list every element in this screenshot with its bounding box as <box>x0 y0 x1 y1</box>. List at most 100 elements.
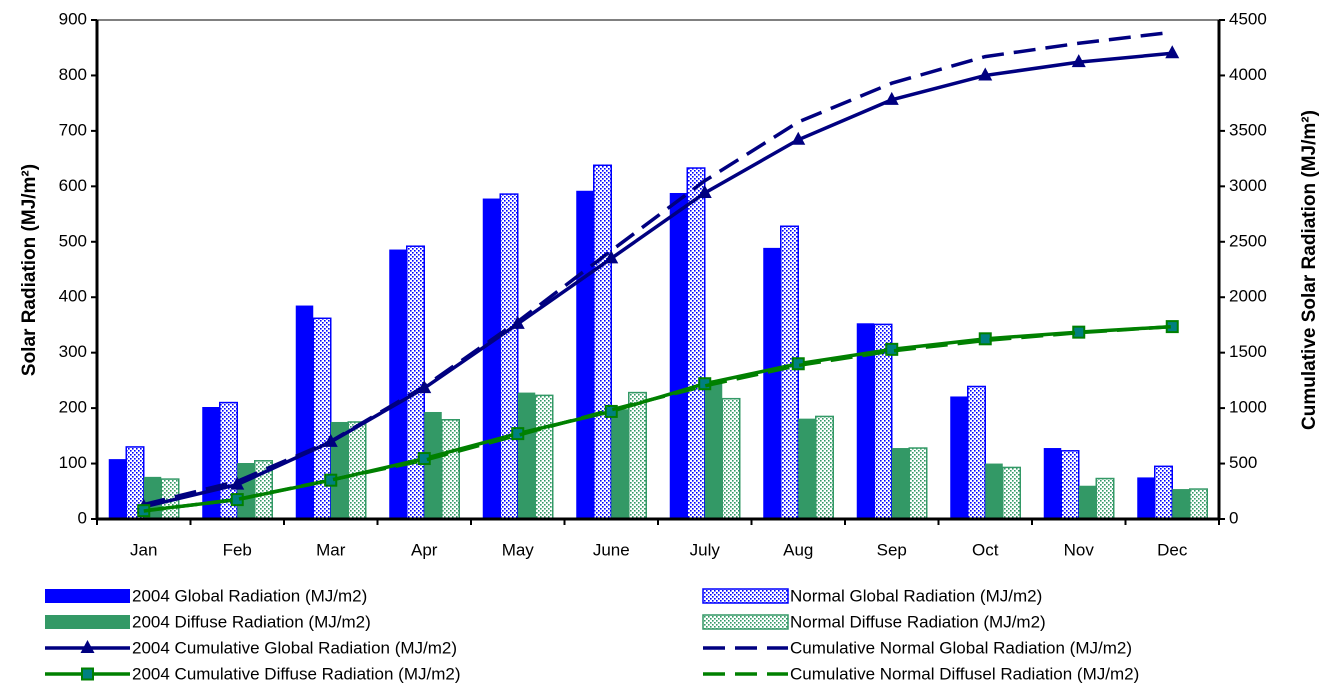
bar <box>1189 488 1208 520</box>
x-tick-label: Dec <box>1157 540 1188 559</box>
y2-tick-label: 2500 <box>1229 231 1267 250</box>
x-tick-label: June <box>593 540 630 559</box>
bar <box>424 411 442 519</box>
marker <box>978 67 993 81</box>
bar <box>312 317 332 520</box>
bar <box>406 245 425 520</box>
y2-tick-label: 1500 <box>1229 342 1267 361</box>
y-tick-label: 600 <box>59 176 87 195</box>
marker <box>604 404 618 418</box>
bar <box>237 463 255 519</box>
bar <box>1095 477 1115 520</box>
legend-label: Normal Diffuse Radiation (MJ/m2) <box>790 612 1046 631</box>
y-axis-title: Solar Radiation (MJ/m²) <box>19 164 40 376</box>
bar <box>347 421 367 520</box>
legend-swatch <box>702 588 789 604</box>
x-tick-label: Nov <box>1064 540 1095 559</box>
bar <box>517 392 536 519</box>
bar <box>780 225 799 520</box>
marker <box>791 131 806 145</box>
bar <box>1154 465 1173 520</box>
bar <box>908 447 928 520</box>
bar <box>611 409 629 519</box>
bar <box>389 249 407 520</box>
bar <box>856 323 875 519</box>
x-tick-label: Feb <box>223 540 252 559</box>
marker <box>697 184 712 198</box>
y-tick-label: 200 <box>59 398 87 417</box>
y-tick-label: 0 <box>78 508 87 527</box>
bar <box>704 380 723 519</box>
bar <box>967 385 986 520</box>
marker <box>1165 45 1180 59</box>
bar <box>534 394 554 520</box>
bar <box>499 193 519 520</box>
line <box>143 30 1173 507</box>
x-tick-label: Mar <box>316 540 346 559</box>
y2-tick-label: 4000 <box>1229 65 1267 84</box>
legend-label: Cumulative Normal Diffusel Radiation (MJ… <box>790 664 1139 683</box>
bar <box>482 198 501 519</box>
x-tick-label: Oct <box>972 540 999 559</box>
marker <box>978 332 992 346</box>
marker <box>80 640 95 653</box>
bar <box>763 247 781 520</box>
legend-label: Normal Global Radiation (MJ/m2) <box>790 586 1042 605</box>
x-tick-label: Jan <box>130 540 157 559</box>
y-tick-label: 400 <box>59 287 87 306</box>
y2-axis-title: Cumulative Solar Radiation (MJ/m²) <box>1299 110 1320 430</box>
plot-area <box>96 19 1220 520</box>
bar <box>1137 477 1155 519</box>
bar <box>669 192 688 519</box>
bar <box>1078 485 1097 519</box>
bar <box>295 305 314 519</box>
legend-label: 2004 Global Radiation (MJ/m2) <box>132 586 367 605</box>
y2-tick-label: 0 <box>1229 508 1238 527</box>
line <box>143 324 1173 513</box>
bar <box>108 459 127 519</box>
y-tick-label: 500 <box>59 231 87 250</box>
x-tick-label: Sep <box>877 540 907 559</box>
y2-tick-label: 3000 <box>1229 176 1267 195</box>
marker <box>884 91 899 105</box>
legend-label: Cumulative Normal Global Radiation (MJ/m… <box>790 638 1132 657</box>
marker <box>81 667 94 681</box>
legend-swatch <box>45 589 130 603</box>
bar <box>721 397 741 520</box>
y2-tick-label: 4500 <box>1229 9 1267 28</box>
bar <box>1060 450 1080 520</box>
y2-tick-label: 3500 <box>1229 120 1267 139</box>
legend-label: 2004 Cumulative Diffuse Radiation (MJ/m2… <box>132 664 461 683</box>
marker <box>1071 54 1086 68</box>
bar <box>593 164 612 520</box>
bar <box>1002 466 1021 520</box>
bar <box>950 396 968 519</box>
y-tick-label: 700 <box>59 120 87 139</box>
bar <box>815 415 834 520</box>
x-tick-label: Aug <box>783 540 813 559</box>
y-tick-label: 800 <box>59 65 87 84</box>
y-tick-label: 300 <box>59 342 87 361</box>
bar <box>576 190 594 519</box>
y2-tick-label: 1000 <box>1229 398 1267 417</box>
bar <box>1172 489 1190 519</box>
y-tick-label: 100 <box>59 453 87 472</box>
y2-tick-label: 500 <box>1229 453 1257 472</box>
x-tick-label: May <box>502 540 535 559</box>
legend-label: 2004 Cumulative Global Radiation (MJ/m2) <box>132 638 457 657</box>
marker <box>230 476 245 490</box>
x-tick-label: July <box>690 540 721 559</box>
legend-swatch <box>702 614 789 630</box>
bar <box>1043 448 1062 519</box>
legend-label: 2004 Diffuse Radiation (MJ/m2) <box>132 612 371 631</box>
y2-tick-label: 2000 <box>1229 287 1267 306</box>
bar <box>686 167 706 520</box>
bar <box>798 418 816 519</box>
bar <box>628 391 647 520</box>
x-tick-label: Apr <box>411 540 438 559</box>
bar <box>985 463 1003 519</box>
y-tick-label: 900 <box>59 9 87 28</box>
bar <box>441 419 460 520</box>
